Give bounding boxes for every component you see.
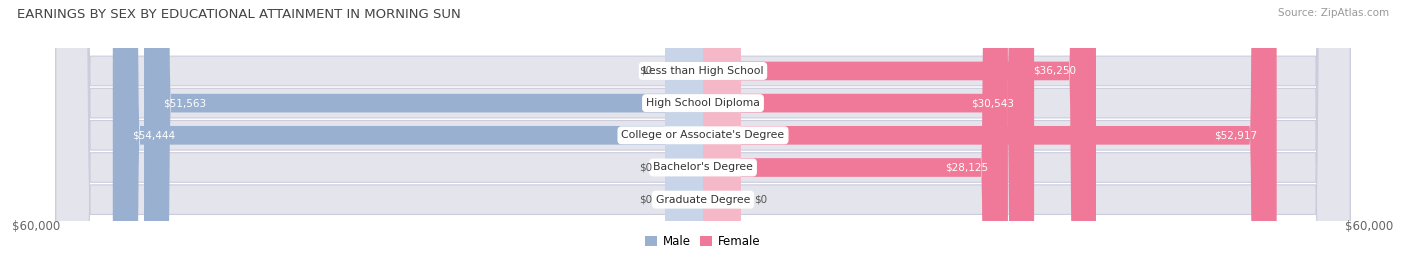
FancyBboxPatch shape [703, 0, 1033, 269]
Text: $54,444: $54,444 [132, 130, 176, 140]
FancyBboxPatch shape [56, 0, 1350, 269]
FancyBboxPatch shape [112, 0, 703, 269]
Text: $30,543: $30,543 [972, 98, 1015, 108]
Text: Source: ZipAtlas.com: Source: ZipAtlas.com [1278, 8, 1389, 18]
Text: College or Associate's Degree: College or Associate's Degree [621, 130, 785, 140]
FancyBboxPatch shape [56, 0, 1350, 269]
Text: $0: $0 [638, 195, 652, 205]
Text: High School Diploma: High School Diploma [647, 98, 759, 108]
FancyBboxPatch shape [56, 0, 1350, 269]
FancyBboxPatch shape [665, 0, 703, 269]
Text: $0: $0 [638, 66, 652, 76]
Text: Graduate Degree: Graduate Degree [655, 195, 751, 205]
Text: $52,917: $52,917 [1213, 130, 1257, 140]
FancyBboxPatch shape [703, 0, 1095, 269]
FancyBboxPatch shape [665, 0, 703, 269]
Text: Bachelor's Degree: Bachelor's Degree [652, 162, 754, 172]
Text: $60,000: $60,000 [13, 220, 60, 233]
Text: Less than High School: Less than High School [643, 66, 763, 76]
FancyBboxPatch shape [703, 0, 741, 269]
FancyBboxPatch shape [56, 0, 1350, 269]
FancyBboxPatch shape [143, 0, 703, 269]
Text: $28,125: $28,125 [945, 162, 988, 172]
Text: $51,563: $51,563 [163, 98, 207, 108]
Text: $36,250: $36,250 [1033, 66, 1077, 76]
Text: $60,000: $60,000 [1346, 220, 1393, 233]
FancyBboxPatch shape [56, 0, 1350, 269]
FancyBboxPatch shape [665, 0, 703, 269]
FancyBboxPatch shape [703, 0, 1008, 269]
FancyBboxPatch shape [703, 0, 1277, 269]
Text: $0: $0 [638, 162, 652, 172]
Text: EARNINGS BY SEX BY EDUCATIONAL ATTAINMENT IN MORNING SUN: EARNINGS BY SEX BY EDUCATIONAL ATTAINMEN… [17, 8, 461, 21]
Legend: Male, Female: Male, Female [641, 230, 765, 253]
Text: $0: $0 [754, 195, 768, 205]
